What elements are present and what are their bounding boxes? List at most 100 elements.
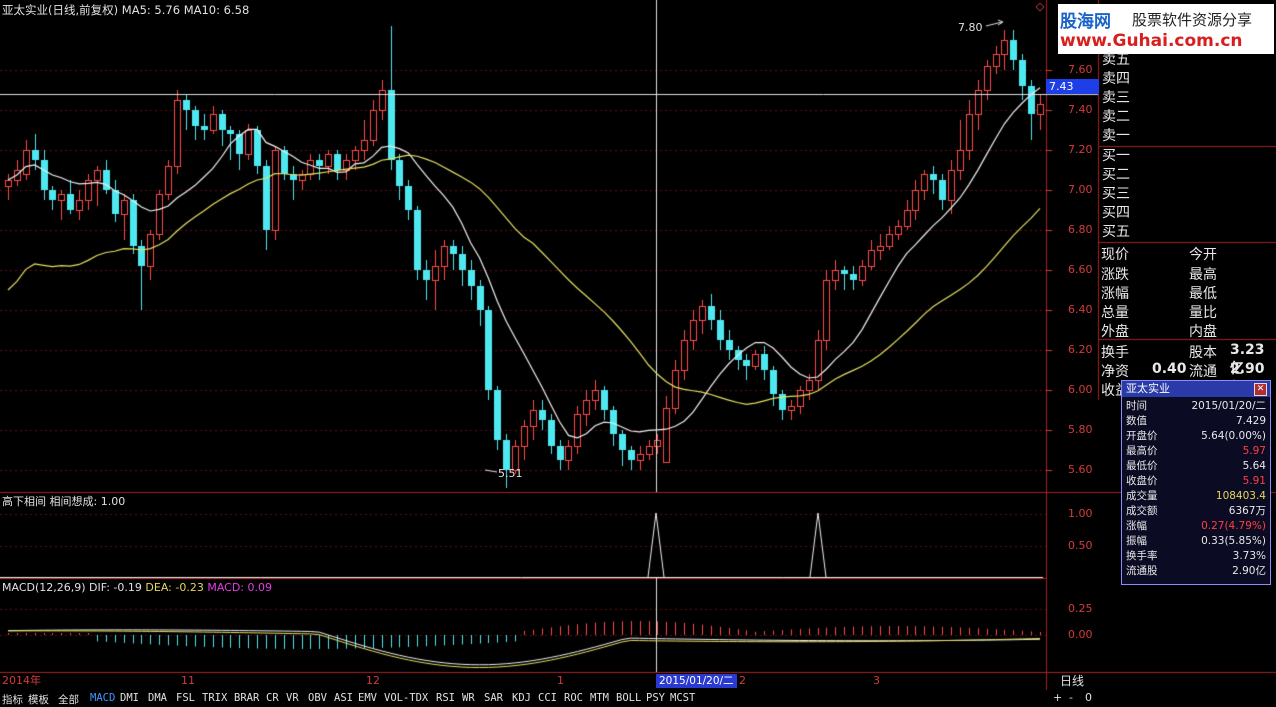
- tab-vol-tdx[interactable]: VOL-TDX: [384, 692, 429, 704]
- order-buy-3: 买三: [1102, 186, 1130, 202]
- cursor-date-tag: 2015/01/20/二: [656, 674, 737, 688]
- tab-emv[interactable]: EMV: [358, 692, 377, 704]
- popup-row: 收盘价 5.91: [1122, 474, 1270, 489]
- popup-row: 换手率 3.73%: [1122, 549, 1270, 564]
- time-label-2014: 2014年: [2, 674, 41, 687]
- popup-row: 振幅 0.33(5.85%): [1122, 534, 1270, 549]
- popup-title[interactable]: 亚太实业: [1122, 381, 1270, 397]
- popup-row-value: 3.73%: [1232, 550, 1266, 562]
- order-buy-2: 买二: [1102, 167, 1130, 183]
- popup-row: 最高价 5.97: [1122, 444, 1270, 459]
- tab-dmi[interactable]: DMI: [120, 692, 139, 704]
- order-buy-4: 买四: [1102, 205, 1130, 221]
- zoom-out-button[interactable]: -: [1069, 691, 1073, 704]
- tab-cr[interactable]: CR: [266, 692, 279, 704]
- indicator1-axis-05: 0.50: [1068, 539, 1093, 552]
- quote-change-label: 涨跌: [1101, 267, 1129, 283]
- close-icon[interactable]: ✕: [1254, 383, 1267, 396]
- popup-row: 开盘价 5.64(0.00%): [1122, 429, 1270, 444]
- tab-asi[interactable]: ASI: [334, 692, 353, 704]
- tab-mtm[interactable]: MTM: [590, 692, 609, 704]
- brand-logo: 股海网 股票软件资源分享 www.Guhai.com.cn: [1058, 4, 1274, 54]
- tab-wr[interactable]: WR: [462, 692, 475, 704]
- tab-rsi[interactable]: RSI: [436, 692, 455, 704]
- order-sell-1: 卖一: [1102, 128, 1130, 144]
- chart-title: 亚太实业(日线,前复权) MA5: 5.76 MA10: 6.58: [2, 2, 249, 18]
- popup-row-value: 5.64(0.00%): [1201, 430, 1266, 442]
- macd-title: MACD(12,26,9) DIF: -0.19 DEA: -0.23 MACD…: [2, 581, 272, 595]
- quote-float-label: 流通: [1189, 364, 1217, 380]
- popup-row-key: 时间: [1126, 400, 1147, 412]
- popup-row-value: 7.429: [1235, 415, 1266, 427]
- order-sell-4: 卖四: [1102, 71, 1130, 87]
- quote-open-label: 今开: [1189, 247, 1217, 263]
- tab-macd[interactable]: MACD: [90, 692, 116, 704]
- price-axis-label: 6.20: [1068, 343, 1093, 356]
- tab-vr[interactable]: VR: [286, 692, 299, 704]
- reset-button[interactable]: 0: [1085, 691, 1092, 704]
- popup-row: 流通股 2.90亿: [1122, 564, 1270, 579]
- macd-axis-025: 0.25: [1068, 602, 1093, 615]
- macd-value: MACD: 0.09: [207, 581, 272, 594]
- popup-row-key: 振幅: [1126, 535, 1147, 547]
- price-axis-label: 6.60: [1068, 263, 1093, 276]
- price-axis-label: 6.80: [1068, 223, 1093, 236]
- macd-dea: DEA: -0.23: [145, 581, 204, 594]
- brand-tagline: 股票软件资源分享: [1132, 11, 1253, 29]
- quote-low-label: 最低: [1189, 286, 1217, 302]
- popup-row-value: 108403.4: [1215, 490, 1266, 502]
- period-label[interactable]: 日线: [1060, 674, 1085, 688]
- quote-equity-label: 股本: [1189, 345, 1217, 361]
- popup-row-value: 0.27(4.79%): [1201, 520, 1266, 532]
- popup-row-value: 5.97: [1242, 445, 1266, 457]
- quote-pct-label: 涨幅: [1101, 286, 1129, 302]
- tab-指标[interactable]: 指标: [2, 694, 23, 706]
- tab-kdj[interactable]: KDJ: [512, 692, 531, 704]
- time-label-11: 11: [181, 674, 195, 687]
- tab-sar[interactable]: SAR: [484, 692, 503, 704]
- tab-dma[interactable]: DMA: [148, 692, 167, 704]
- indicator1-axis-1: 1.00: [1068, 507, 1093, 520]
- time-label-12: 12: [366, 674, 380, 687]
- macd-params: MACD(12,26,9): [2, 581, 86, 594]
- tab-boll[interactable]: BOLL: [616, 692, 642, 704]
- tab-mcst[interactable]: MCST: [670, 692, 696, 704]
- current-price-tag: 7.43: [1046, 79, 1099, 94]
- quote-price-label: 现价: [1101, 247, 1129, 263]
- tab-roc[interactable]: ROC: [564, 692, 583, 704]
- tab-模板[interactable]: 模板: [28, 694, 49, 706]
- tab-fsl[interactable]: FSL: [176, 692, 195, 704]
- tab-全部[interactable]: 全部: [58, 694, 79, 706]
- popup-row-value: 6367万: [1228, 505, 1266, 517]
- price-axis-label: 6.40: [1068, 303, 1093, 316]
- price-axis-label: 5.60: [1068, 463, 1093, 476]
- low-annotation: 5.51: [498, 467, 523, 480]
- quote-ratio-label: 量比: [1189, 305, 1217, 321]
- popup-row: 成交量 108403.4: [1122, 489, 1270, 504]
- quote-net-value: 0.40: [1152, 361, 1187, 377]
- price-axis-label: 7.20: [1068, 143, 1093, 156]
- tab-psy[interactable]: PSY: [646, 692, 665, 704]
- popup-row-key: 数值: [1126, 415, 1147, 427]
- quote-net-label: 净资: [1101, 364, 1129, 380]
- popup-row-value: 5.91: [1242, 475, 1266, 487]
- popup-row-key: 流通股: [1126, 565, 1158, 577]
- tab-brar[interactable]: BRAR: [234, 692, 260, 704]
- tab-obv[interactable]: OBV: [308, 692, 327, 704]
- popup-row-key: 开盘价: [1126, 430, 1158, 442]
- brand-url: www.Guhai.com.cn: [1060, 31, 1243, 51]
- tab-cci[interactable]: CCI: [538, 692, 557, 704]
- zoom-in-button[interactable]: +: [1053, 691, 1063, 704]
- quote-high-label: 最高: [1189, 267, 1217, 283]
- quote-turnover-label: 换手: [1101, 345, 1129, 361]
- data-popup[interactable]: 亚太实业 ✕ 时间 2015/01/20/二 数值 7.429 开盘价 5.64(0.00…: [1121, 380, 1271, 585]
- tab-trix[interactable]: TRIX: [202, 692, 228, 704]
- order-buy-5: 买五: [1102, 224, 1130, 240]
- high-annotation: 7.80: [958, 21, 983, 34]
- stock-title: 亚太实业(日线,前复权): [2, 3, 119, 17]
- popup-row: 涨幅 0.27(4.79%): [1122, 519, 1270, 534]
- order-sell-2: 卖二: [1102, 109, 1130, 125]
- order-buy-1: 买一: [1102, 148, 1130, 164]
- indicator1-title: 高下相间 相间想成: 1.00: [2, 495, 126, 508]
